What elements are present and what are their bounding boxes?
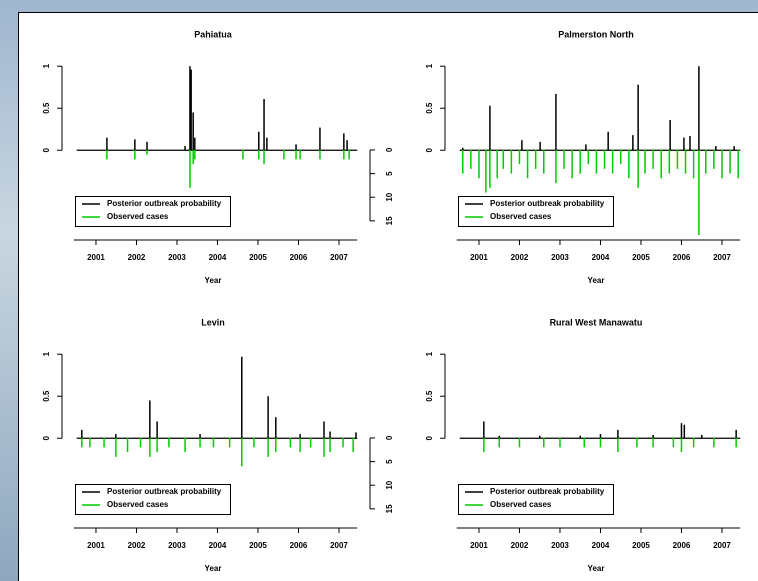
- y-tick-label: 0.5: [42, 102, 51, 114]
- x-axis-label: Year: [205, 564, 222, 573]
- legend-label: Observed cases: [490, 212, 552, 221]
- y-tick-label: 1: [425, 63, 434, 68]
- y-tick-label: 0.5: [425, 102, 434, 114]
- x-axis-label: Year: [588, 276, 605, 285]
- y2-tick-label: 5: [385, 171, 394, 176]
- y2-tick-label: 0: [385, 147, 394, 152]
- x-tick-label: 2004: [592, 541, 610, 550]
- x-axis-label: Year: [205, 276, 222, 285]
- y2-tick-label: 10: [385, 480, 394, 489]
- legend-label: Posterior outbreak probability: [490, 487, 605, 496]
- legend-label: Posterior outbreak probability: [107, 199, 222, 208]
- y2-tick-label: 5: [385, 459, 394, 464]
- x-tick-label: 2005: [249, 253, 267, 262]
- x-tick-label: 2006: [290, 253, 308, 262]
- y-tick-label: 1: [42, 351, 51, 356]
- x-tick-label: 2001: [87, 541, 105, 550]
- legend-label: Observed cases: [107, 500, 169, 509]
- y-tick-label: 0: [425, 147, 434, 152]
- y-tick-label: 0: [42, 435, 51, 440]
- y-tick-label: 0: [42, 147, 51, 152]
- x-tick-label: 2002: [128, 253, 146, 262]
- legend-box: [75, 196, 231, 227]
- panel-title: Rural West Manawatu: [550, 317, 643, 327]
- x-tick-label: 2001: [470, 541, 488, 550]
- x-tick-label: 2004: [592, 253, 610, 262]
- x-tick-label: 2006: [673, 253, 691, 262]
- legend-box: [75, 484, 231, 515]
- x-tick-label: 2005: [249, 541, 267, 550]
- y-tick-label: 0.5: [42, 390, 51, 402]
- x-tick-label: 2001: [87, 253, 105, 262]
- legend-box: [458, 196, 614, 227]
- x-tick-label: 2004: [209, 541, 227, 550]
- legend-label: Posterior outbreak probability: [490, 199, 605, 208]
- x-tick-label: 2003: [551, 541, 569, 550]
- x-tick-label: 2005: [632, 541, 650, 550]
- x-tick-label: 2006: [290, 541, 308, 550]
- y2-tick-label: 0: [385, 435, 394, 440]
- panel-title: Pahiatua: [194, 29, 233, 39]
- x-tick-label: 2006: [673, 541, 691, 550]
- panel-title: Levin: [201, 317, 225, 327]
- legend-label: Posterior outbreak probability: [107, 487, 222, 496]
- x-tick-label: 2001: [470, 253, 488, 262]
- x-tick-label: 2002: [128, 541, 146, 550]
- x-tick-label: 2007: [330, 253, 348, 262]
- y-tick-label: 1: [42, 63, 51, 68]
- x-tick-label: 2003: [551, 253, 569, 262]
- x-tick-label: 2007: [330, 541, 348, 550]
- x-axis-label: Year: [588, 564, 605, 573]
- y2-tick-label: 15: [385, 504, 394, 513]
- legend-label: Observed cases: [490, 500, 552, 509]
- y2-tick-label: 15: [385, 216, 394, 225]
- x-tick-label: 2005: [632, 253, 650, 262]
- x-tick-label: 2003: [168, 253, 186, 262]
- x-tick-label: 2007: [713, 541, 731, 550]
- panel-title: Palmerston North: [558, 29, 634, 39]
- y-tick-label: 0: [425, 435, 434, 440]
- legend-label: Observed cases: [107, 212, 169, 221]
- x-tick-label: 2003: [168, 541, 186, 550]
- x-tick-label: 2004: [209, 253, 227, 262]
- y2-tick-label: 10: [385, 192, 394, 201]
- y-tick-label: 0.5: [425, 390, 434, 402]
- x-tick-label: 2002: [511, 541, 529, 550]
- x-tick-label: 2007: [713, 253, 731, 262]
- x-tick-label: 2002: [511, 253, 529, 262]
- legend-box: [458, 484, 614, 515]
- y-tick-label: 1: [425, 351, 434, 356]
